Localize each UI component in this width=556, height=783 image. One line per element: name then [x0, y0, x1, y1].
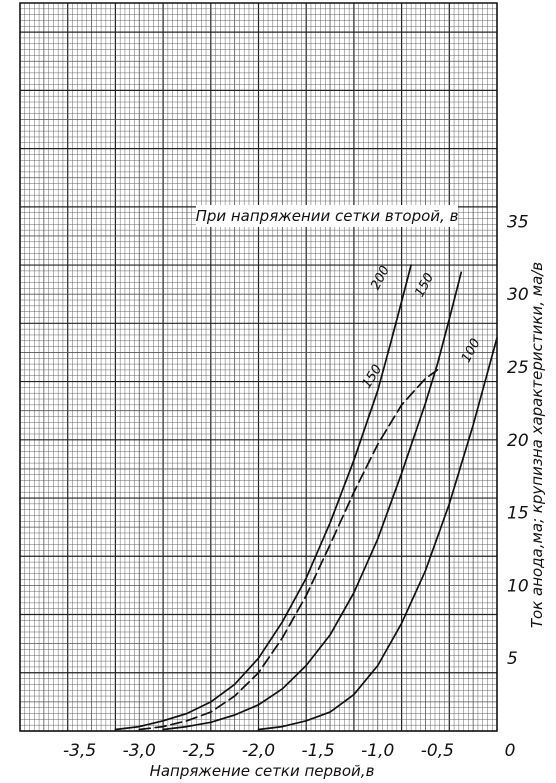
- x-tick-labels: -3,5 -3,0 -2,5 -2,0 -1,5 -1,0 -0,5 0: [63, 741, 515, 761]
- x-tick-label: -3,5: [63, 741, 96, 761]
- x-axis-label: Напряжение сетки первой,в: [150, 762, 375, 780]
- series-line-100: [257, 337, 498, 731]
- y-tick-label: 35: [507, 212, 529, 232]
- y-tick-label: 25: [507, 358, 529, 378]
- x-tick-label: -3,0: [123, 741, 156, 761]
- x-tick-label: -2,0: [242, 741, 275, 761]
- y-tick-labels: 5 10 15 20 25 30 35: [507, 212, 529, 669]
- series-line-200: [114, 264, 412, 731]
- x-tick-label: -1,0: [361, 741, 394, 761]
- y-tick-label: 5: [507, 649, 518, 669]
- legend-title: При напряжении сетки второй, в: [196, 207, 459, 225]
- legend-title-background: [196, 205, 458, 227]
- x-tick-label: -2,5: [182, 741, 215, 761]
- y-tick-label: 15: [507, 504, 529, 524]
- x-tick-label: -1,5: [302, 741, 335, 761]
- series-line-150: [162, 271, 463, 731]
- y-tick-label: 20: [507, 431, 529, 451]
- y-tick-label: 10: [507, 576, 529, 596]
- y-axis-label: Ток анода,ма; крупизна характеристики, м…: [528, 262, 546, 628]
- plot-frame: [19, 2, 498, 732]
- series-layer: [114, 264, 498, 731]
- x-tick-label: -0,5: [421, 741, 454, 761]
- x-tick-label: 0: [505, 741, 516, 761]
- grid: [19, 2, 498, 732]
- y-tick-label: 30: [507, 285, 529, 305]
- legend-title-box: При напряжении сетки второй, в: [196, 205, 459, 227]
- series-line-150-dashed: [138, 369, 439, 731]
